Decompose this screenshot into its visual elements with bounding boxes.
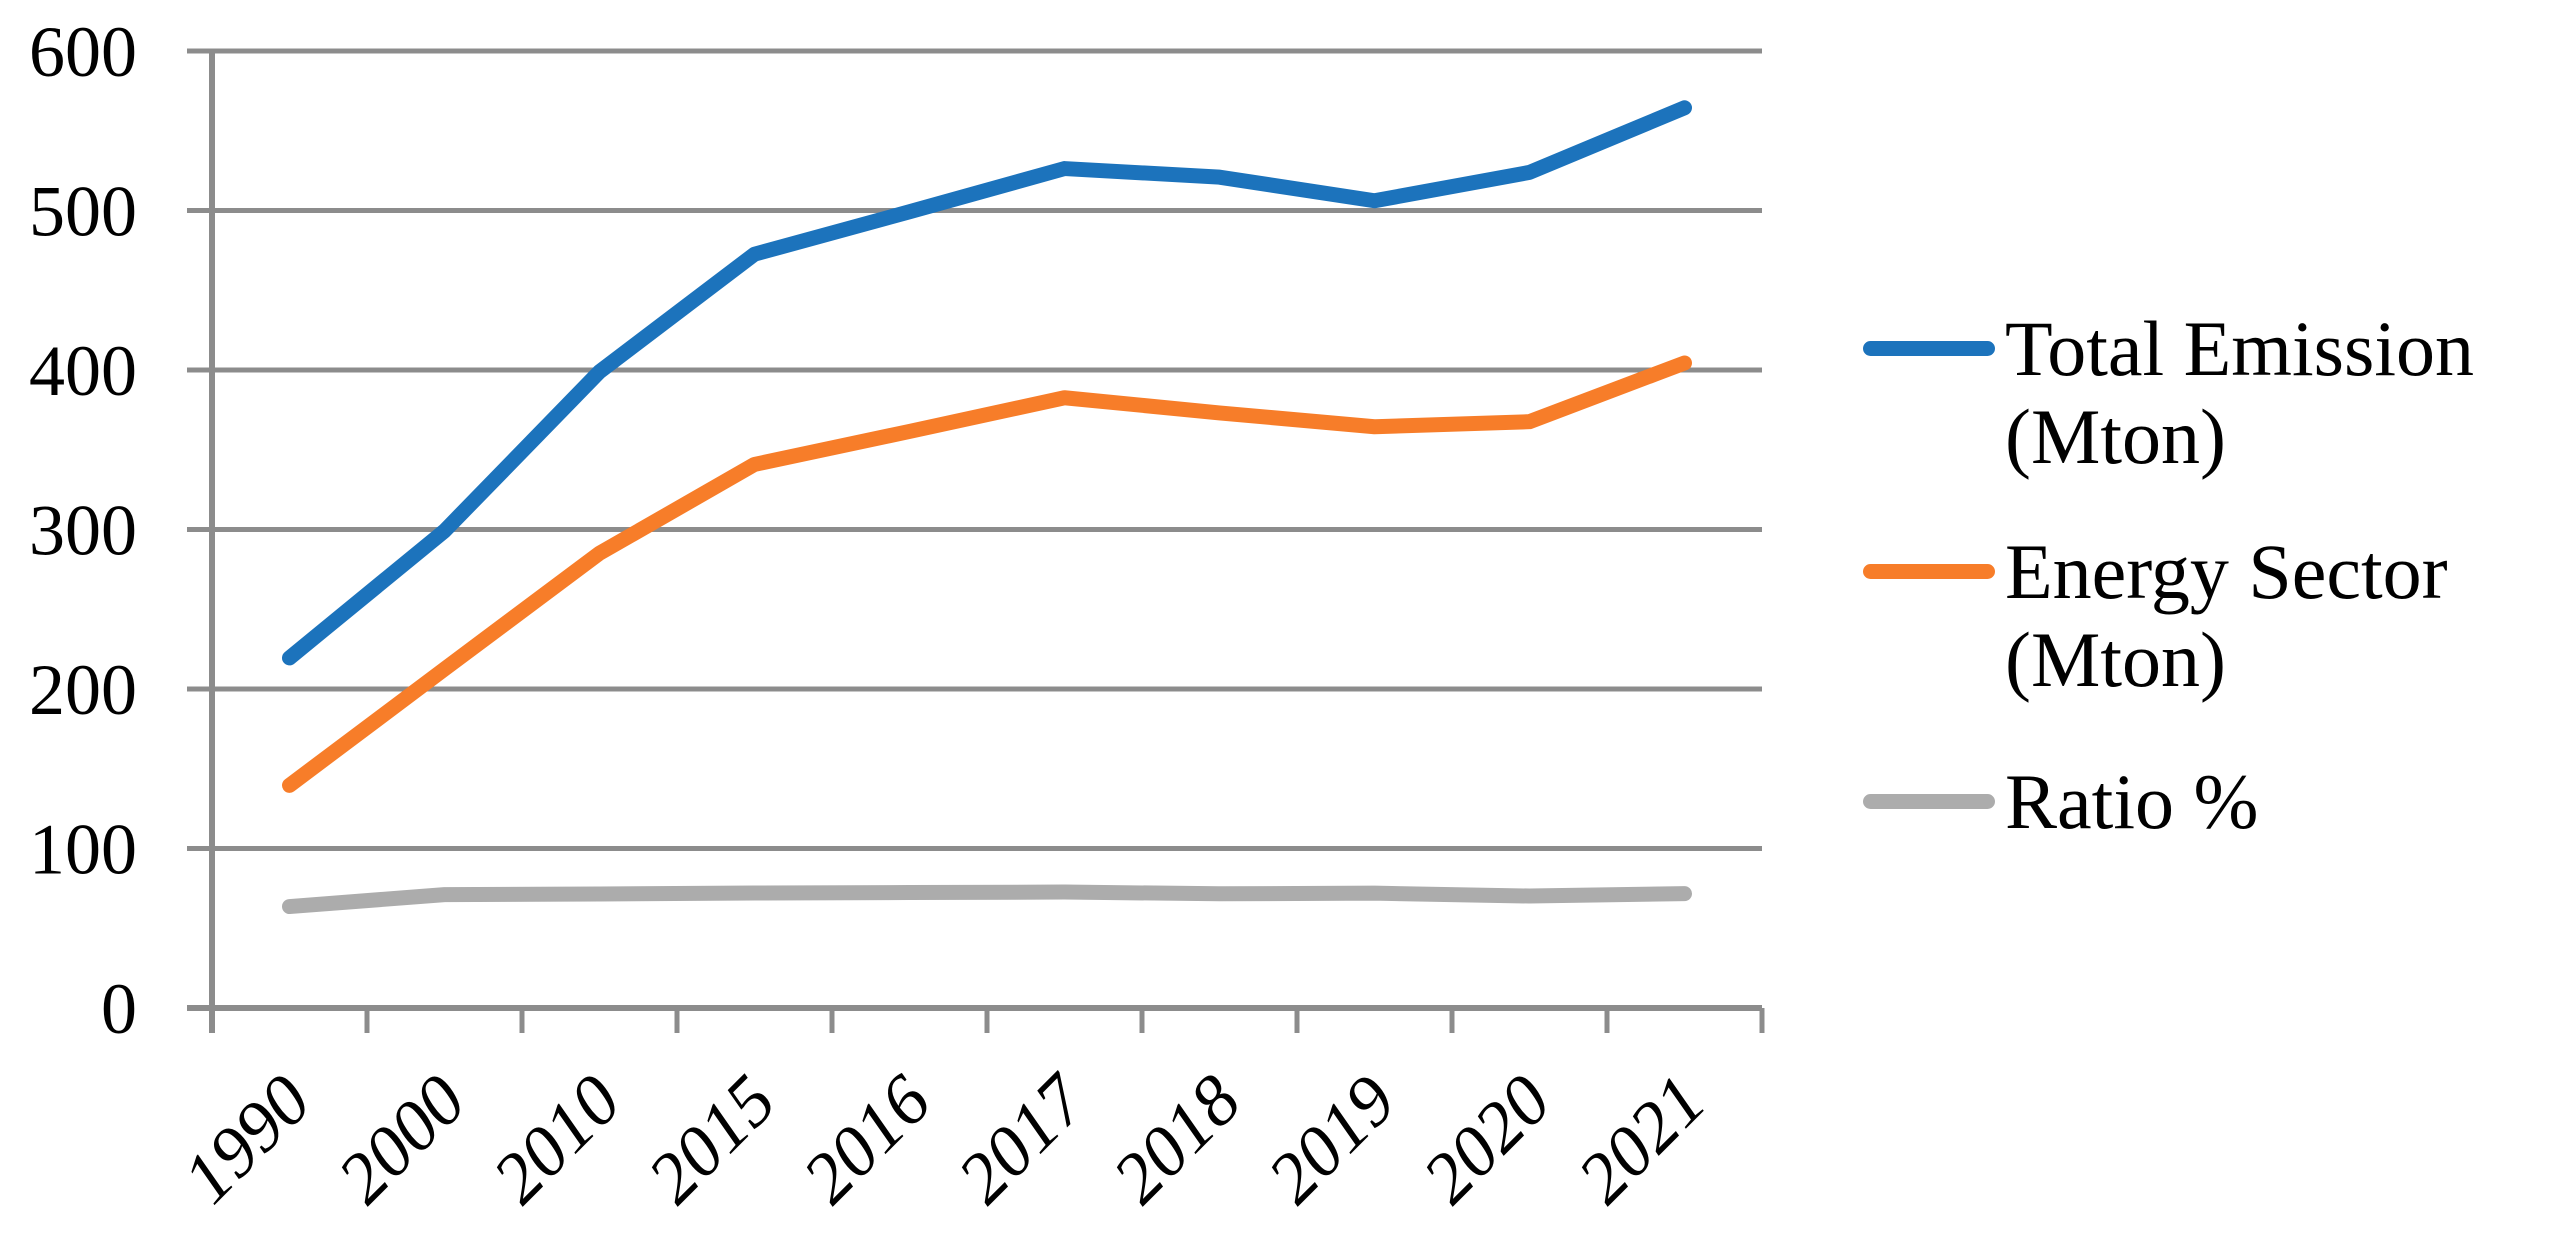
x-axis-label-2015: 2015 xyxy=(632,1060,790,1218)
x-axis-label-2017: 2017 xyxy=(942,1058,1103,1219)
y-axis-label-400: 400 xyxy=(29,331,137,411)
y-axis-label-100: 100 xyxy=(29,810,137,890)
y-axis-label-300: 300 xyxy=(29,491,137,571)
y-axis-label-600: 600 xyxy=(29,12,137,92)
x-axis-label-2016: 2016 xyxy=(787,1060,945,1218)
y-axis-label-500: 500 xyxy=(29,172,137,252)
series-line-ratio xyxy=(282,884,1692,915)
x-axis-label-2018: 2018 xyxy=(1097,1060,1255,1218)
x-axis-label-2010: 2010 xyxy=(477,1060,635,1218)
x-axis-label-2020: 2020 xyxy=(1407,1060,1565,1218)
x-axis-label-1990: 1990 xyxy=(167,1060,325,1218)
series-line-total-emission-mton xyxy=(282,100,1692,666)
y-axis-label-200: 200 xyxy=(29,650,137,730)
x-axis-label-2019: 2019 xyxy=(1252,1060,1410,1218)
x-axis-label-2021: 2021 xyxy=(1562,1060,1720,1218)
x-axis-label-2000: 2000 xyxy=(322,1060,480,1218)
series-line-energy-sector-mton xyxy=(282,355,1692,793)
y-axis-label-0: 0 xyxy=(101,969,137,1049)
